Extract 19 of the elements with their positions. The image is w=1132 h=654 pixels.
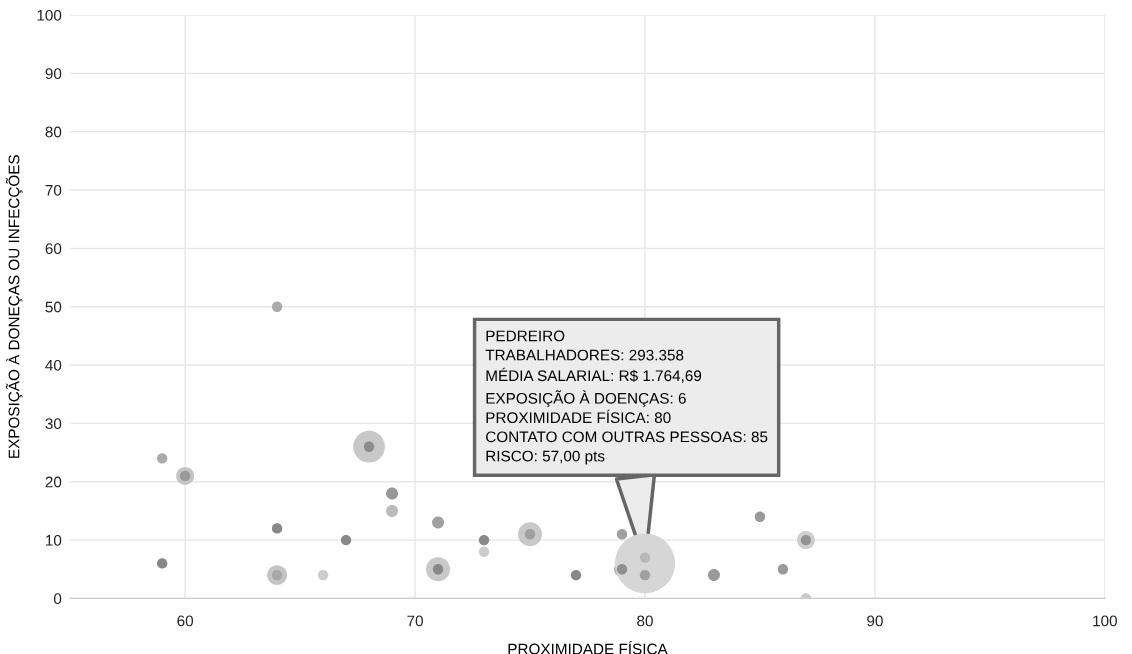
- annotation: PEDREIRO TRABALHADORES: 293.358 MÉDIA SALARIAL: R$ 1.764,69 EXPOSIÇÃO À DOENÇAS: 6 PROXIMIDADE FÍSICA: 80 CONTATO COM OUTRAS PESSOAS: 85 RISCO: 57,00 pts: [485, 330, 768, 465]
- y-tick-label: 30: [45, 418, 62, 430]
- y-tick-label: 70: [45, 184, 62, 196]
- y-tick-label: 80: [45, 126, 62, 138]
- y-tick-label: 100: [37, 9, 62, 21]
- y-tick-label: 60: [45, 243, 62, 255]
- y-tick-label: 10: [46, 534, 62, 546]
- y-axis-title: EXPOSIÇÃO À DONEÇAS OU INFECÇÕES: [5, 155, 23, 458]
- x-tick-label: 90: [867, 615, 883, 627]
- y-tick-label: 20: [45, 476, 62, 488]
- x-tick-label: 100: [1093, 615, 1117, 627]
- y-tick-label: 50: [45, 301, 62, 313]
- y-tick-label: 40: [45, 359, 62, 371]
- y-tick-label: 90: [45, 68, 62, 80]
- x-tick-label: 80: [637, 615, 653, 627]
- x-tick-label: 60: [177, 615, 194, 627]
- y-tick-label: 0: [53, 593, 62, 605]
- x-tick-label: 70: [407, 615, 423, 627]
- x-axis-title: PROXIMIDADE FÍSICA: [508, 641, 668, 654]
